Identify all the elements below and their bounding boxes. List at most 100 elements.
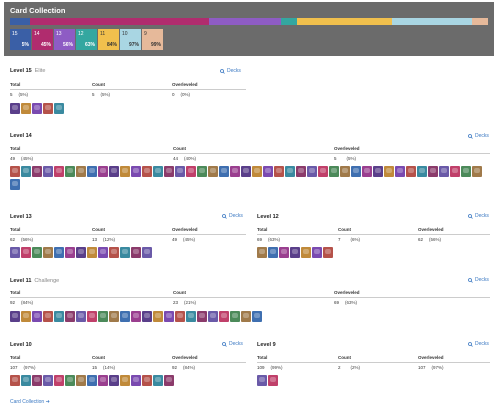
card-thumbnail[interactable] (329, 166, 339, 177)
card-thumbnail[interactable] (21, 311, 31, 322)
card-thumbnail[interactable] (384, 166, 394, 177)
card-thumbnail[interactable] (257, 247, 267, 258)
card-thumbnail[interactable] (461, 166, 471, 177)
card-thumbnail[interactable] (406, 166, 416, 177)
card-thumbnail[interactable] (10, 103, 20, 114)
card-thumbnail[interactable] (120, 166, 130, 177)
card-thumbnail[interactable] (197, 166, 207, 177)
level-chip[interactable]: 12 63% (76, 29, 97, 50)
card-thumbnail[interactable] (439, 166, 449, 177)
card-thumbnail[interactable] (241, 311, 251, 322)
card-thumbnail[interactable] (32, 375, 42, 386)
card-thumbnail[interactable] (131, 311, 141, 322)
card-thumbnail[interactable] (54, 103, 64, 114)
card-thumbnail[interactable] (131, 166, 141, 177)
card-thumbnail[interactable] (230, 311, 240, 322)
card-thumbnail[interactable] (109, 166, 119, 177)
card-thumbnail[interactable] (32, 247, 42, 258)
card-thumbnail[interactable] (219, 166, 229, 177)
level-chip[interactable]: 9 99% (142, 29, 163, 50)
card-thumbnail[interactable] (65, 375, 75, 386)
card-thumbnail[interactable] (54, 166, 64, 177)
level-15-decks-link[interactable]: Decks (220, 68, 241, 74)
card-thumbnail[interactable] (208, 166, 218, 177)
card-thumbnail[interactable] (87, 166, 97, 177)
card-thumbnail[interactable] (318, 166, 328, 177)
card-thumbnail[interactable] (98, 166, 108, 177)
card-thumbnail[interactable] (197, 311, 207, 322)
level-13-decks-link[interactable]: Decks (222, 213, 243, 219)
card-thumbnail[interactable] (87, 311, 97, 322)
level-9-decks-link[interactable]: Decks (468, 341, 489, 347)
card-thumbnail[interactable] (285, 166, 295, 177)
card-thumbnail[interactable] (362, 166, 372, 177)
card-thumbnail[interactable] (417, 166, 427, 177)
card-thumbnail[interactable] (323, 247, 333, 258)
card-thumbnail[interactable] (252, 311, 262, 322)
card-thumbnail[interactable] (290, 247, 300, 258)
card-thumbnail[interactable] (296, 166, 306, 177)
card-thumbnail[interactable] (120, 247, 130, 258)
card-thumbnail[interactable] (164, 375, 174, 386)
card-thumbnail[interactable] (164, 311, 174, 322)
card-thumbnail[interactable] (175, 166, 185, 177)
card-thumbnail[interactable] (307, 166, 317, 177)
card-thumbnail[interactable] (87, 247, 97, 258)
card-thumbnail[interactable] (98, 375, 108, 386)
card-thumbnail[interactable] (21, 103, 31, 114)
card-thumbnail[interactable] (21, 375, 31, 386)
card-thumbnail[interactable] (274, 166, 284, 177)
level-10-decks-link[interactable]: Decks (222, 341, 243, 347)
card-thumbnail[interactable] (312, 247, 322, 258)
card-thumbnail[interactable] (340, 166, 350, 177)
card-thumbnail[interactable] (153, 375, 163, 386)
card-thumbnail[interactable] (109, 247, 119, 258)
card-thumbnail[interactable] (450, 166, 460, 177)
card-thumbnail[interactable] (241, 166, 251, 177)
card-thumbnail[interactable] (54, 375, 64, 386)
card-thumbnail[interactable] (395, 166, 405, 177)
card-thumbnail[interactable] (10, 179, 20, 190)
card-thumbnail[interactable] (131, 375, 141, 386)
card-thumbnail[interactable] (32, 311, 42, 322)
card-thumbnail[interactable] (208, 311, 218, 322)
card-thumbnail[interactable] (32, 166, 42, 177)
card-collection-link[interactable]: Card Collection ➜ (10, 399, 50, 405)
card-thumbnail[interactable] (142, 311, 152, 322)
card-thumbnail[interactable] (76, 166, 86, 177)
card-thumbnail[interactable] (10, 166, 20, 177)
card-thumbnail[interactable] (109, 375, 119, 386)
card-thumbnail[interactable] (186, 311, 196, 322)
card-thumbnail[interactable] (131, 247, 141, 258)
card-thumbnail[interactable] (252, 166, 262, 177)
card-thumbnail[interactable] (153, 311, 163, 322)
level-chip[interactable]: 10 97% (120, 29, 141, 50)
level-chip[interactable]: 11 84% (98, 29, 119, 50)
card-thumbnail[interactable] (279, 247, 289, 258)
card-thumbnail[interactable] (268, 375, 278, 386)
card-thumbnail[interactable] (10, 247, 20, 258)
level-chip[interactable]: 13 56% (54, 29, 75, 50)
card-thumbnail[interactable] (142, 247, 152, 258)
level-14-decks-link[interactable]: Decks (468, 133, 489, 139)
card-thumbnail[interactable] (65, 166, 75, 177)
card-thumbnail[interactable] (21, 166, 31, 177)
card-thumbnail[interactable] (142, 166, 152, 177)
card-thumbnail[interactable] (43, 166, 53, 177)
card-thumbnail[interactable] (153, 166, 163, 177)
card-thumbnail[interactable] (10, 311, 20, 322)
card-thumbnail[interactable] (43, 247, 53, 258)
level-chip[interactable]: 15 5% (10, 29, 31, 50)
card-thumbnail[interactable] (98, 247, 108, 258)
card-thumbnail[interactable] (257, 375, 267, 386)
card-thumbnail[interactable] (65, 247, 75, 258)
card-thumbnail[interactable] (373, 166, 383, 177)
card-thumbnail[interactable] (263, 166, 273, 177)
card-thumbnail[interactable] (87, 375, 97, 386)
card-thumbnail[interactable] (268, 247, 278, 258)
card-thumbnail[interactable] (109, 311, 119, 322)
level-11-decks-link[interactable]: Decks (468, 277, 489, 283)
card-thumbnail[interactable] (175, 311, 185, 322)
card-thumbnail[interactable] (21, 247, 31, 258)
card-thumbnail[interactable] (301, 247, 311, 258)
